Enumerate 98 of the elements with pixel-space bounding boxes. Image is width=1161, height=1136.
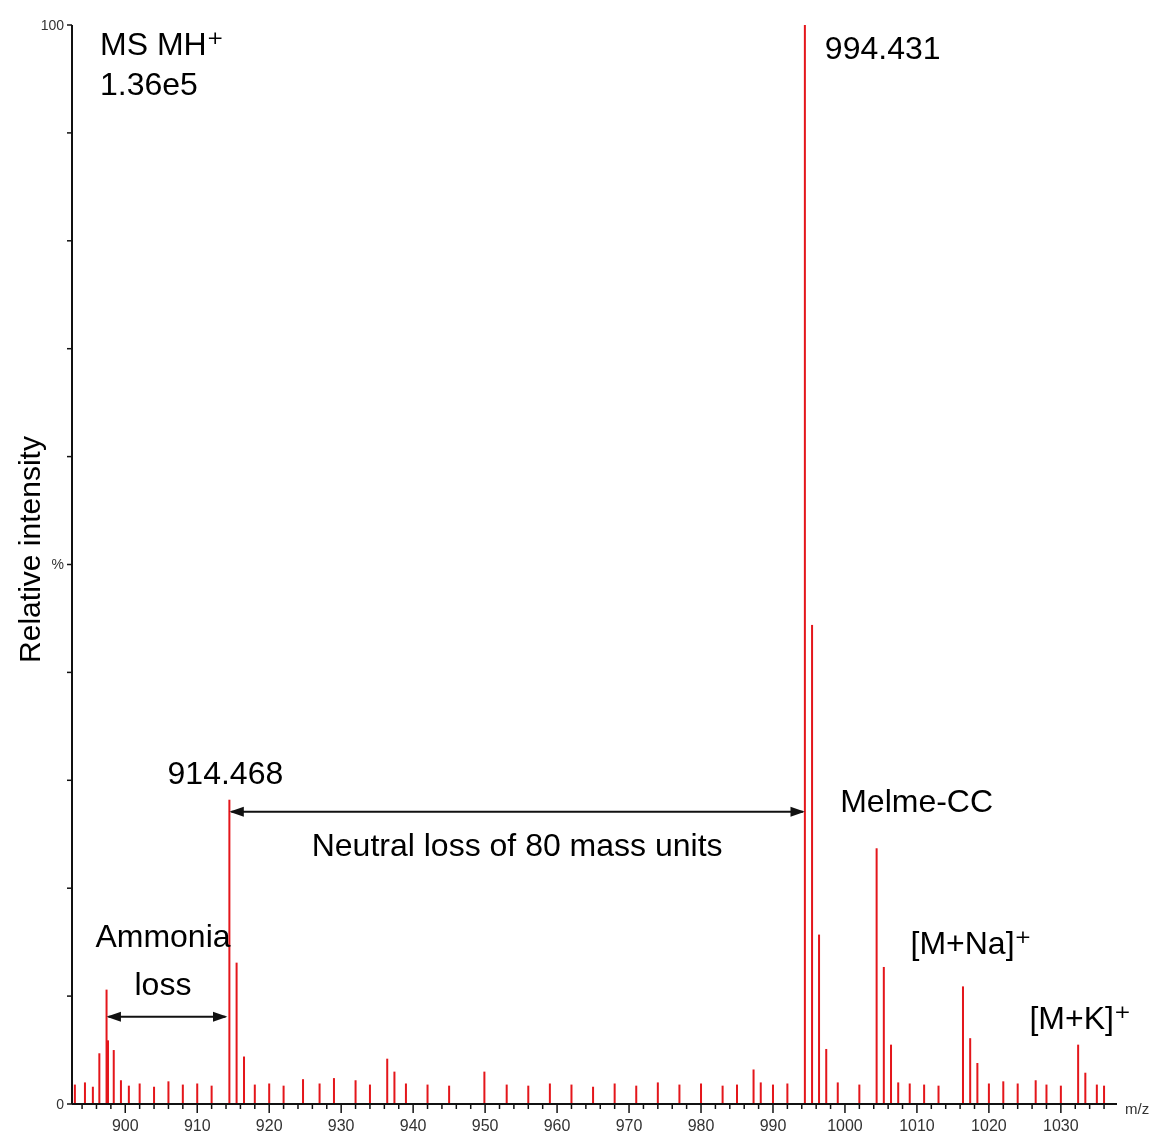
x-tick-label: 1030 <box>1043 1117 1079 1134</box>
bar <box>1103 1085 1106 1104</box>
bar <box>875 848 878 1104</box>
bar <box>527 1085 530 1104</box>
bar <box>210 1085 213 1104</box>
bar <box>937 1085 940 1104</box>
bar <box>235 962 238 1104</box>
bar <box>282 1085 285 1104</box>
x-tick-label: 1010 <box>899 1117 935 1134</box>
bar <box>153 1086 156 1104</box>
y-axis-title: Relative intensity <box>13 436 46 663</box>
bar <box>138 1083 141 1104</box>
bar <box>613 1083 616 1104</box>
bar <box>354 1080 357 1104</box>
bar <box>786 1083 789 1104</box>
bar <box>736 1084 738 1104</box>
bar <box>592 1086 595 1104</box>
x-tick-label: 950 <box>471 1117 499 1134</box>
bar <box>83 1082 86 1104</box>
annotation: [M+Na]⁺ <box>910 925 1032 962</box>
bar <box>268 1083 271 1104</box>
bar <box>923 1084 926 1104</box>
bar <box>196 1083 199 1104</box>
bar <box>426 1084 429 1104</box>
bar <box>882 966 885 1104</box>
bar <box>818 934 821 1104</box>
bar <box>1095 1084 1098 1104</box>
bar <box>318 1083 321 1104</box>
bar <box>243 1056 246 1104</box>
bar <box>987 1083 990 1104</box>
bar <box>393 1071 396 1104</box>
bar <box>700 1083 703 1104</box>
x-tick-label: 900 <box>111 1117 139 1134</box>
x-tick-label: 940 <box>399 1117 427 1134</box>
x-axis-title: m/z <box>1125 1100 1150 1117</box>
bar <box>570 1084 573 1104</box>
y-tick-label: 100 <box>40 16 65 33</box>
y-tick-label: 0 <box>56 1095 65 1112</box>
x-tick-label: 990 <box>759 1117 787 1134</box>
bar <box>656 1082 659 1104</box>
bar <box>112 1050 115 1104</box>
annotation: MS MH⁺ <box>100 26 224 62</box>
x-tick-label: 1020 <box>971 1117 1007 1134</box>
bar <box>167 1081 170 1104</box>
annotation: 1.36e5 <box>100 66 198 102</box>
annotation: 914.468 <box>167 754 284 791</box>
bar <box>448 1085 451 1104</box>
annotation: 994.431 <box>824 30 941 66</box>
bar <box>811 624 814 1104</box>
x-tick-label: 920 <box>255 1117 283 1134</box>
bar <box>91 1086 94 1104</box>
bar <box>976 1063 979 1104</box>
bar <box>836 1082 839 1104</box>
bar <box>1059 1085 1062 1104</box>
bar <box>1002 1081 1005 1104</box>
bar <box>1077 1044 1080 1105</box>
bar <box>908 1083 911 1104</box>
bar <box>961 986 964 1104</box>
y-tick-label: % <box>51 556 64 573</box>
bar <box>505 1084 508 1104</box>
bar <box>332 1078 335 1104</box>
bar <box>803 25 806 1104</box>
bar <box>368 1084 371 1104</box>
bar <box>302 1079 305 1104</box>
x-tick-label: 930 <box>327 1117 355 1134</box>
bar <box>483 1071 486 1104</box>
bar <box>825 1048 828 1104</box>
bar <box>969 1038 972 1104</box>
bar <box>635 1085 638 1104</box>
x-tick-label: 910 <box>183 1117 211 1134</box>
bar <box>858 1084 861 1104</box>
x-tick-label: 970 <box>615 1117 643 1134</box>
annotation: Melme-CC <box>840 783 994 820</box>
bar <box>678 1084 681 1104</box>
bar <box>181 1084 184 1104</box>
bar <box>752 1069 755 1104</box>
bar <box>253 1084 256 1104</box>
x-tick-label: 1000 <box>827 1117 863 1134</box>
bar <box>404 1083 407 1104</box>
bar <box>721 1085 724 1104</box>
bar <box>73 1084 76 1104</box>
bar <box>897 1082 900 1104</box>
annotation: Neutral loss of 80 mass units <box>311 826 723 863</box>
bar <box>1016 1083 1019 1104</box>
bar <box>548 1083 551 1104</box>
annotation: [M+K]⁺ <box>1029 999 1131 1036</box>
bar <box>119 1080 122 1104</box>
x-tick-label: 980 <box>687 1117 715 1134</box>
bar <box>127 1085 130 1104</box>
bar <box>386 1058 389 1104</box>
bar <box>1034 1080 1037 1104</box>
bar <box>771 1084 774 1104</box>
bar <box>890 1044 893 1105</box>
bar <box>759 1082 762 1104</box>
bar <box>1084 1072 1087 1104</box>
bar <box>98 1053 101 1104</box>
bar <box>1045 1084 1048 1104</box>
x-tick-label: 960 <box>543 1117 571 1134</box>
